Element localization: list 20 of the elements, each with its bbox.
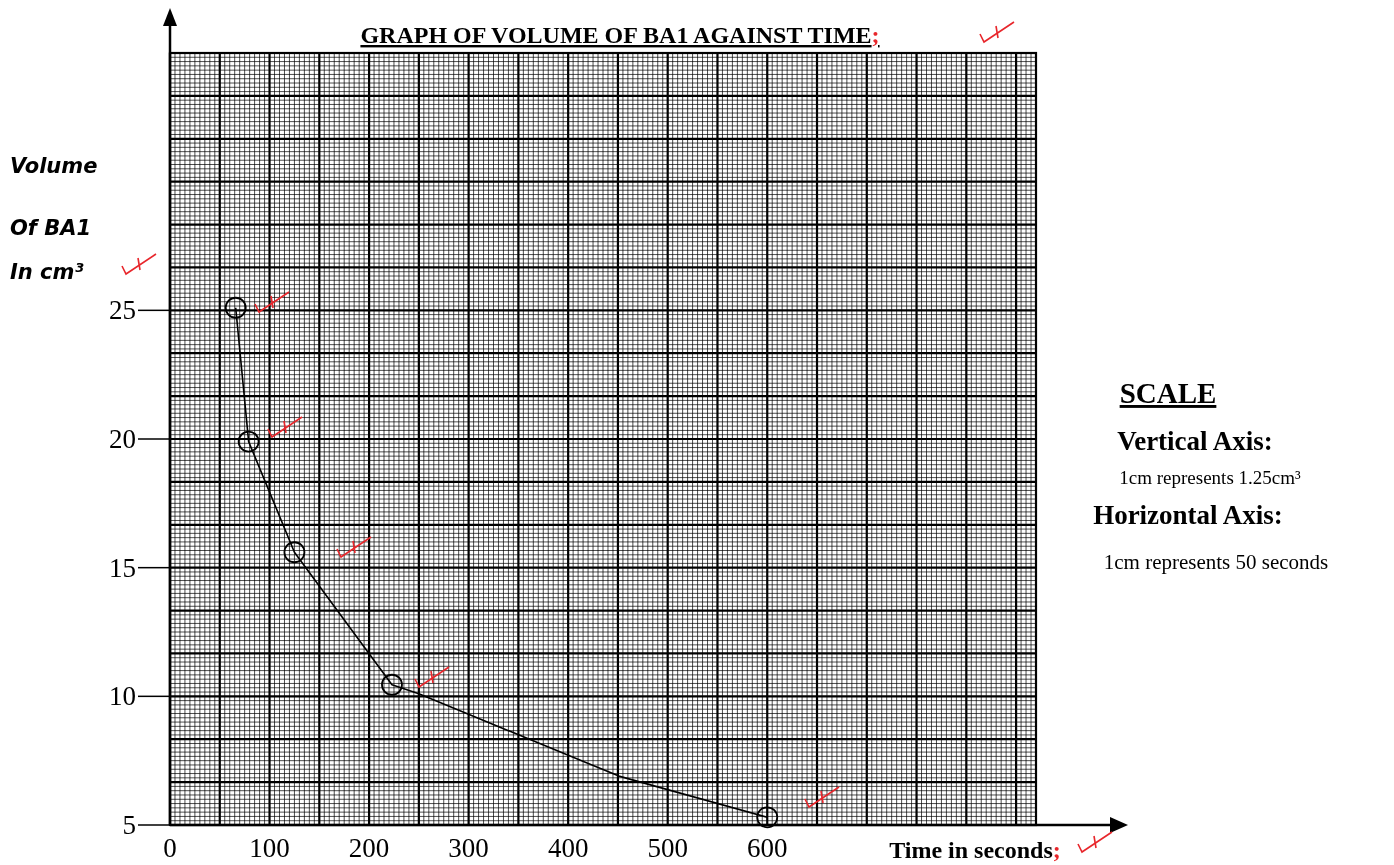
- text: SCALE: [1119, 377, 1217, 409]
- x-axis-title: Time in seconds;: [889, 837, 1061, 863]
- text: Vertical Axis:: [1117, 426, 1273, 456]
- x-tick-label: 400: [547, 833, 589, 863]
- x-tick-label: 200: [348, 833, 390, 863]
- y-tick-label: 20: [109, 424, 136, 454]
- chart-title: GRAPH OF VOLUME OF BA1 AGAINST TIME;: [360, 22, 880, 48]
- x-tick-label: 300: [448, 833, 489, 863]
- text: Volume Of BA1 In cm³: [10, 154, 98, 284]
- y-tick-label: 25: [109, 295, 136, 326]
- x-tick-label: 100: [249, 833, 290, 863]
- x-tick-label: 0: [163, 833, 177, 863]
- y-tick-label: 10: [109, 681, 136, 712]
- text: Horizontal Axis:: [1093, 500, 1283, 530]
- y-tick-label: 15: [109, 552, 136, 583]
- x-tick-label: 600: [746, 833, 788, 863]
- x-tick-label: 500: [647, 833, 688, 863]
- text: 1cm represents 50 seconds: [1103, 550, 1329, 574]
- y-tick-label: 5: [122, 810, 136, 840]
- text: 1cm represents 1.25cm³: [1119, 467, 1301, 488]
